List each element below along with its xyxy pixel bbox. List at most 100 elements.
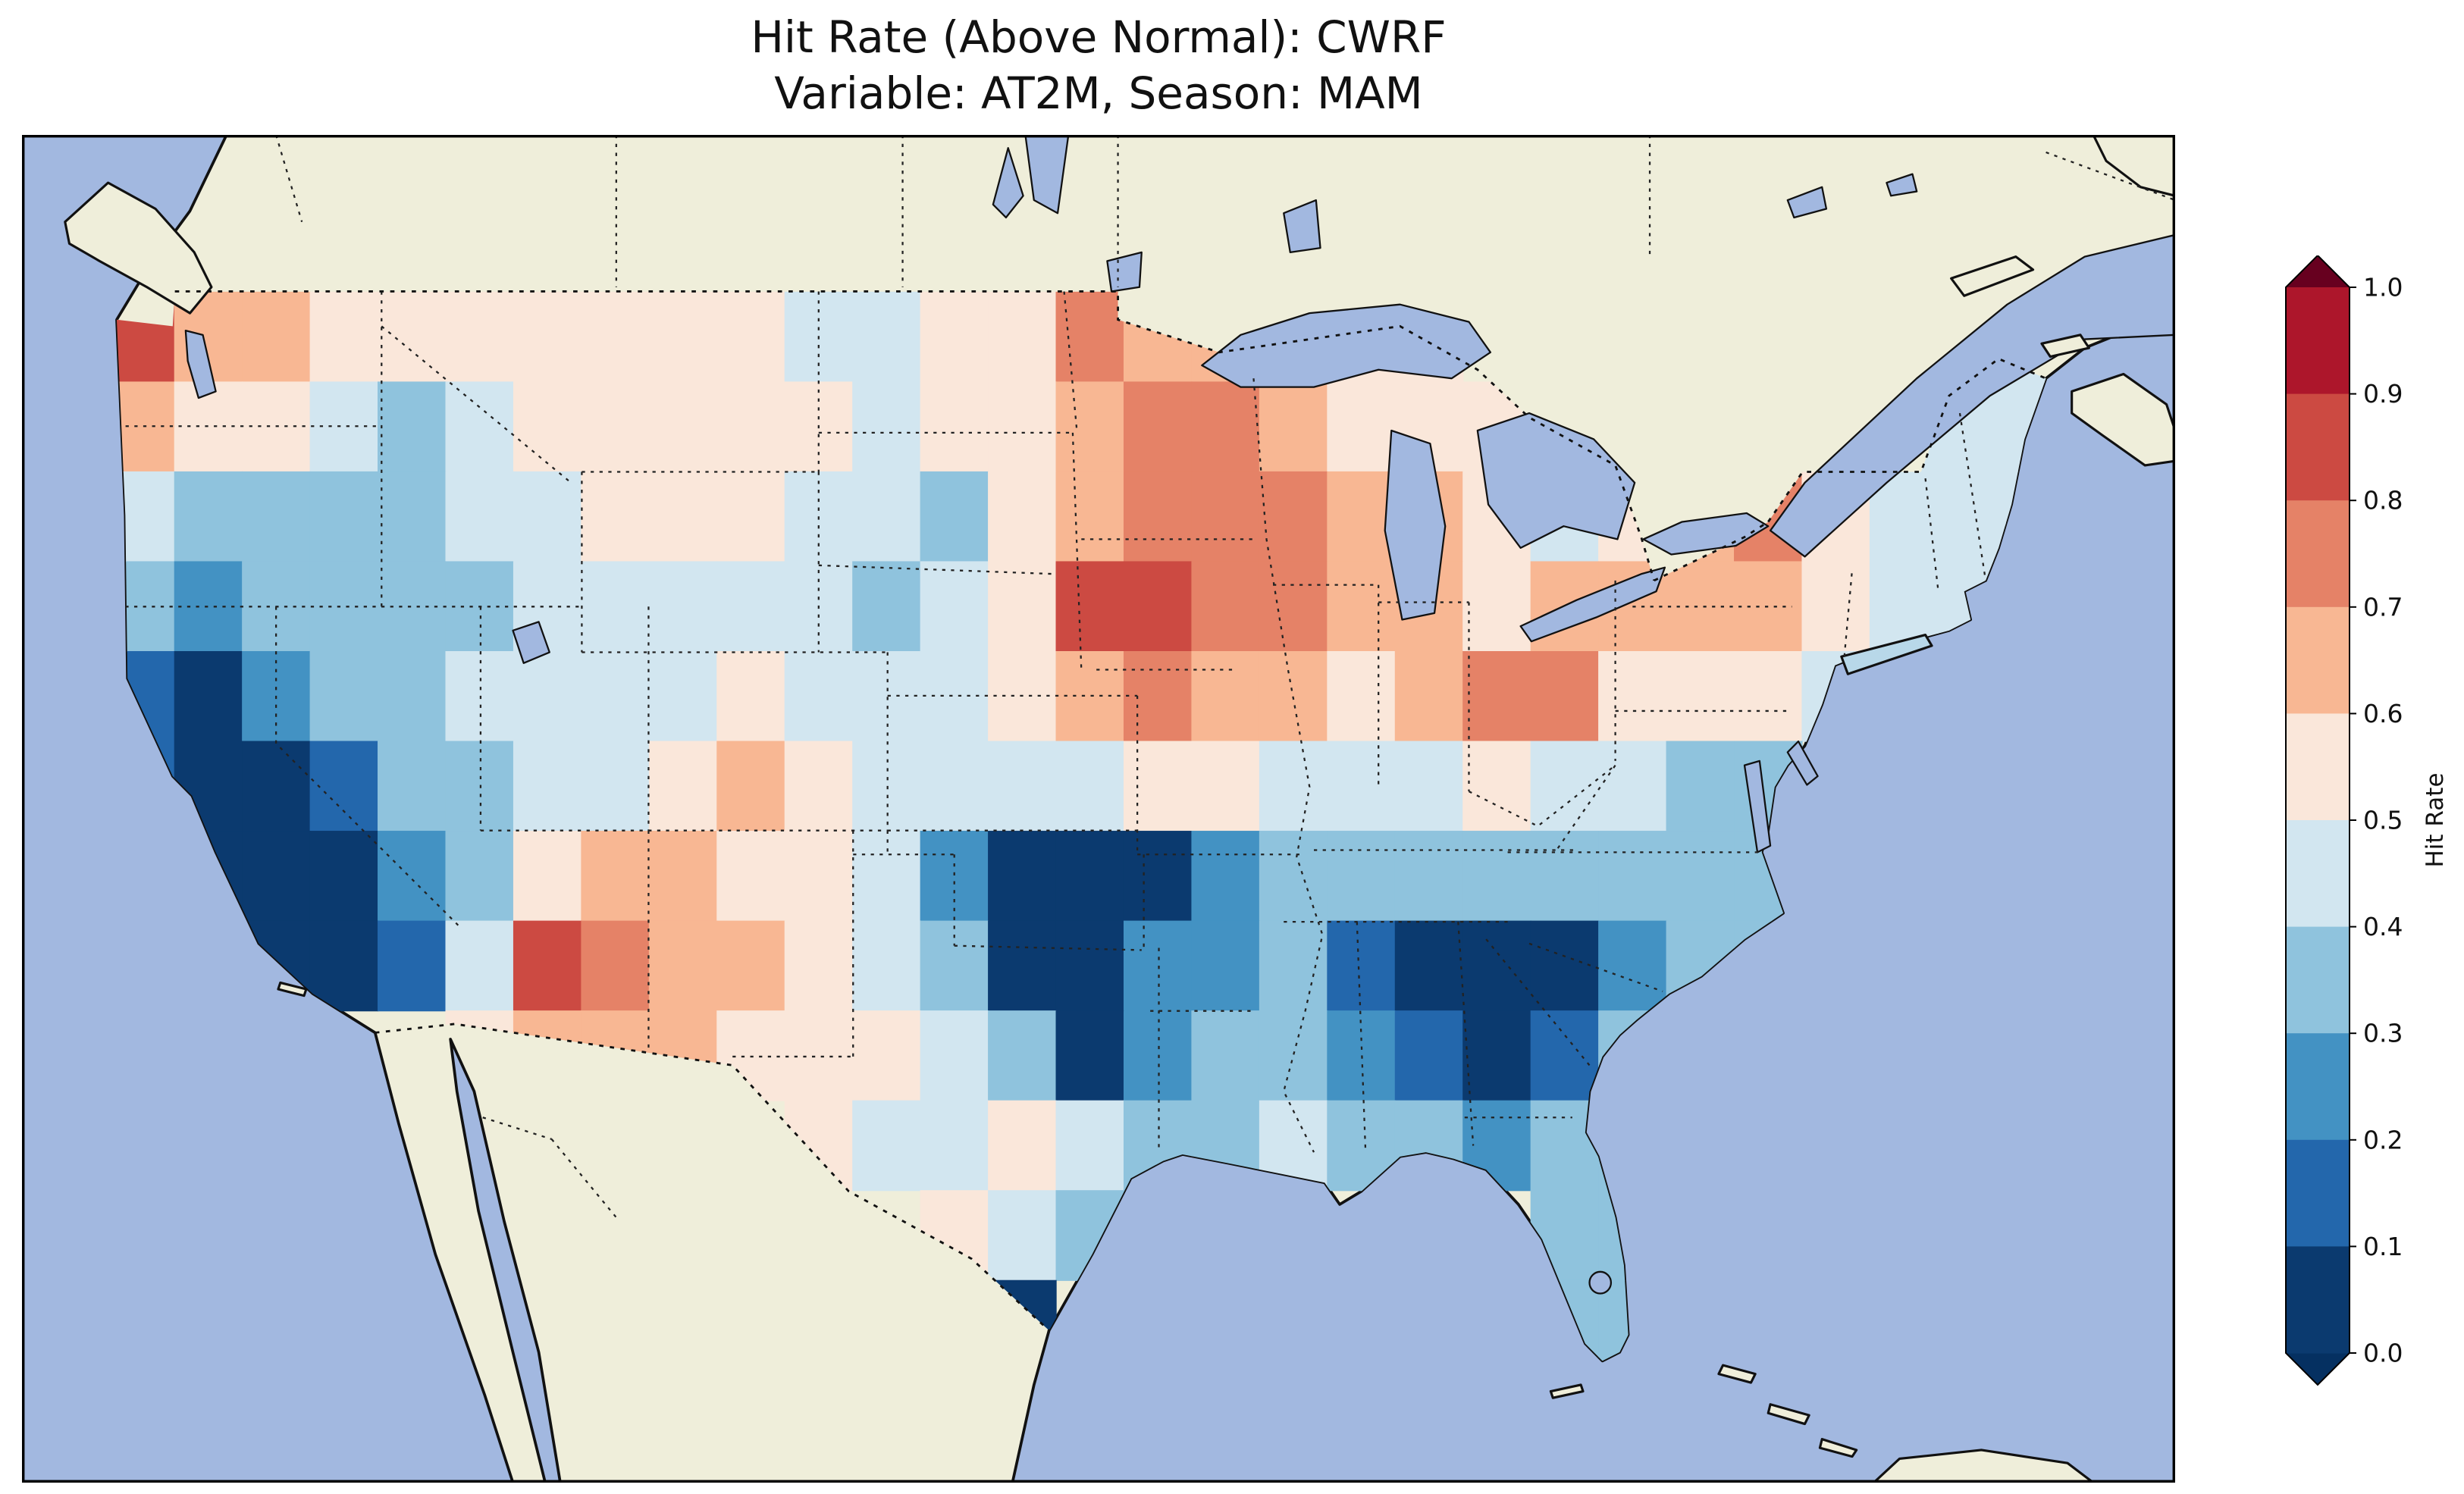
heatmap-cell bbox=[988, 381, 1057, 473]
heatmap-cell bbox=[445, 381, 515, 473]
great-salt-lake bbox=[512, 621, 550, 665]
heatmap-cell bbox=[852, 920, 921, 1012]
heatmap-cell bbox=[716, 920, 785, 1012]
heatmap-cell bbox=[1055, 920, 1125, 1012]
lake-ontario bbox=[1642, 512, 1770, 556]
heatmap-cell bbox=[648, 651, 718, 742]
colorbar-tick-label: 0.4 bbox=[2363, 912, 2403, 941]
heatmap-cell bbox=[988, 1010, 1057, 1101]
heatmap-cell bbox=[1055, 1010, 1125, 1101]
heatmap-cell bbox=[1598, 741, 1667, 832]
canada-province-borders bbox=[275, 135, 2175, 287]
heatmap-cell bbox=[1327, 651, 1396, 742]
heatmap-cell bbox=[920, 561, 989, 653]
heatmap-cell bbox=[1327, 741, 1396, 832]
heatmap-cell bbox=[1666, 561, 1735, 653]
colorbar-tick-label: 0.9 bbox=[2363, 379, 2403, 409]
heatmap-cell bbox=[242, 741, 311, 832]
heatmap-cell bbox=[852, 1100, 921, 1192]
heatmap-cell bbox=[716, 381, 785, 473]
heatmap-cell bbox=[242, 471, 311, 562]
heatmap-cell bbox=[716, 831, 785, 922]
heatmap-cell bbox=[1530, 651, 1600, 742]
prince-edward-island bbox=[2040, 334, 2090, 359]
heatmap-cell bbox=[513, 381, 582, 473]
heatmap-cell bbox=[445, 291, 515, 383]
heatmap-cell bbox=[1394, 1010, 1464, 1101]
colorbar-tick-label: 0.1 bbox=[2363, 1232, 2403, 1261]
heatmap-cell bbox=[1055, 291, 1125, 383]
colorbar-svg: 1.0 0.9 0.8 0.7 0.6 0.5 0.4 0.3 0.2 0.1 0.0 Hit Ra… bbox=[2285, 255, 2449, 1386]
heatmap-cell bbox=[988, 920, 1057, 1012]
heatmap-cell bbox=[445, 920, 515, 1012]
channel-island bbox=[277, 981, 308, 998]
heatmap-cell bbox=[309, 831, 379, 922]
heatmap-cell bbox=[1462, 831, 1531, 922]
heatmap-cell bbox=[1123, 471, 1193, 562]
heatmap-cell bbox=[1530, 1010, 1600, 1101]
heatmap-cell bbox=[1055, 381, 1125, 473]
heatmap-cell bbox=[1191, 831, 1261, 922]
colorbar-segment bbox=[2286, 1139, 2350, 1247]
heatmap-cell bbox=[1462, 741, 1531, 832]
heatmap-cell bbox=[581, 561, 650, 653]
heatmap-cell bbox=[716, 651, 785, 742]
heatmap-cell bbox=[1259, 741, 1328, 832]
st-lawrence-gulf bbox=[1769, 233, 2175, 558]
heatmap-cell bbox=[648, 471, 718, 562]
heatmap-cell bbox=[1259, 831, 1328, 922]
heatmap-cell bbox=[1462, 1010, 1531, 1101]
map-frame bbox=[22, 135, 2175, 1483]
bahamas-3 bbox=[1818, 1438, 1858, 1458]
newfoundland-corner bbox=[2092, 135, 2175, 197]
chesapeake-bay bbox=[1743, 760, 1772, 853]
bahamas-1 bbox=[1717, 1364, 1757, 1384]
long-island bbox=[1840, 634, 1933, 675]
heatmap-cell bbox=[1055, 471, 1125, 562]
nova-scotia bbox=[2071, 372, 2175, 467]
heatmap-cell bbox=[242, 291, 311, 383]
colorbar-segment bbox=[2286, 287, 2350, 395]
heatmap-cell bbox=[513, 831, 582, 922]
heatmap-cell bbox=[1666, 651, 1735, 742]
heatmap-cell bbox=[1666, 831, 1735, 922]
heatmap-cell bbox=[1327, 831, 1396, 922]
heatmap-cell bbox=[174, 381, 243, 473]
heatmap-cell bbox=[784, 920, 854, 1012]
heatmap-cell bbox=[1123, 831, 1193, 922]
heatmap-cell bbox=[784, 651, 854, 742]
heatmap-cell bbox=[1394, 831, 1464, 922]
anticosti-island bbox=[1950, 255, 2035, 297]
heatmap-cell bbox=[1666, 741, 1735, 832]
heatmap-cell bbox=[1462, 651, 1531, 742]
heatmap-cell bbox=[1123, 1010, 1193, 1101]
heatmap-cell bbox=[1191, 381, 1261, 473]
colorbar-tick-label: 0.5 bbox=[2363, 806, 2403, 835]
heatmap-cell bbox=[309, 651, 379, 742]
heatmap-cell bbox=[716, 741, 785, 832]
heatmap-cell bbox=[988, 1190, 1057, 1281]
heatmap-cell bbox=[378, 381, 447, 473]
heatmap-cell bbox=[852, 561, 921, 653]
title-line-1: Hit Rate (Above Normal): CWRF bbox=[751, 11, 1447, 63]
lake-erie bbox=[1519, 566, 1666, 643]
lakes-layer bbox=[184, 135, 2175, 1295]
heatmap-cell bbox=[309, 291, 379, 383]
heatmap-cell bbox=[1327, 920, 1396, 1012]
heatmap-cell bbox=[1191, 561, 1261, 653]
heatmap-cell bbox=[920, 741, 989, 832]
heatmap-cell bbox=[1259, 381, 1328, 473]
heatmap-cell bbox=[988, 741, 1057, 832]
heatmap-cell bbox=[920, 831, 989, 922]
colorbar-segment bbox=[2286, 1246, 2350, 1354]
heatmap-cell bbox=[1123, 741, 1193, 832]
heatmap-cell bbox=[988, 831, 1057, 922]
colorbar-gradient bbox=[2286, 255, 2350, 1385]
heatmap-cell bbox=[920, 381, 989, 473]
colorbar-over-arrow bbox=[2286, 255, 2350, 287]
heatmap-cell bbox=[648, 561, 718, 653]
heatmap-cell bbox=[378, 741, 447, 832]
colorbar-tick-label: 1.0 bbox=[2363, 273, 2403, 302]
colorbar-under-arrow bbox=[2286, 1353, 2350, 1385]
colorbar-segment bbox=[2286, 500, 2350, 608]
